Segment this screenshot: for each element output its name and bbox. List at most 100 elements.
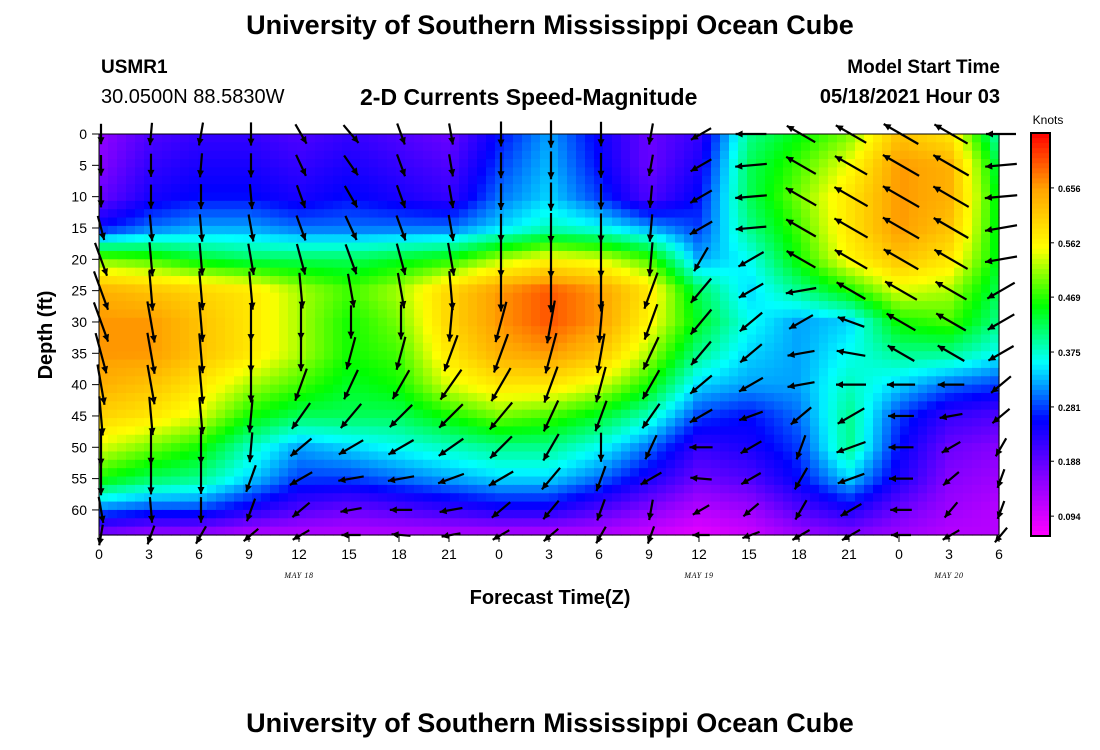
heatmap-cell: [873, 225, 883, 235]
heatmap-cell: [972, 142, 982, 152]
heatmap-cell: [558, 443, 568, 453]
heatmap-cell: [972, 459, 982, 469]
heatmap-cell: [990, 292, 1000, 302]
heatmap-cell: [387, 326, 397, 336]
heatmap-cell: [558, 392, 568, 402]
current-vector: [990, 375, 1012, 394]
heatmap-cell: [270, 376, 280, 386]
heatmap-cell: [801, 159, 811, 169]
heatmap-cell: [315, 142, 325, 152]
current-vector: [888, 412, 914, 420]
heatmap-cell: [261, 334, 271, 344]
heatmap-cell: [747, 217, 757, 227]
heatmap-cell: [846, 342, 856, 352]
heatmap-cell: [99, 217, 109, 227]
heatmap-cell: [351, 309, 361, 319]
heatmap-cell: [423, 451, 433, 461]
heatmap-cell: [702, 459, 712, 469]
heatmap-cell: [936, 200, 946, 210]
heatmap-cell: [801, 217, 811, 227]
heatmap-cell: [990, 367, 1000, 377]
heatmap-cell: [405, 234, 415, 244]
heatmap-cell: [423, 142, 433, 152]
heatmap-cell: [720, 468, 730, 478]
heatmap-cell: [981, 317, 991, 327]
heatmap-cell: [630, 200, 640, 210]
heatmap-cell: [180, 276, 190, 285]
heatmap-cell: [567, 301, 577, 311]
heatmap-cell: [945, 501, 955, 511]
heatmap-cell: [243, 225, 253, 235]
heatmap-cell: [963, 276, 973, 285]
heatmap-cell: [666, 150, 676, 160]
heatmap-cell: [324, 459, 334, 469]
heatmap-cell: [693, 175, 703, 185]
heatmap-cell: [450, 134, 460, 143]
heatmap-cell: [117, 468, 127, 478]
heatmap-cell: [729, 443, 739, 453]
heatmap-cell: [630, 443, 640, 453]
heatmap-cell: [243, 317, 253, 327]
heatmap-cell: [738, 242, 748, 252]
heatmap-cell: [981, 309, 991, 319]
heatmap-cell: [747, 367, 757, 377]
heatmap-cell: [288, 167, 298, 177]
heatmap-cell: [351, 242, 361, 252]
heatmap-cell: [981, 418, 991, 427]
heatmap-cell: [846, 334, 856, 344]
heatmap-cell: [603, 501, 613, 511]
heatmap-cell: [990, 317, 1000, 327]
heatmap-cell: [369, 200, 379, 210]
heatmap-cell: [153, 309, 163, 319]
heatmap-cell: [855, 409, 865, 419]
heatmap-cell: [963, 209, 973, 219]
heatmap-cell: [180, 200, 190, 210]
heatmap-cell: [927, 134, 937, 143]
heatmap-cell: [891, 426, 901, 436]
heatmap-cell: [882, 367, 892, 377]
heatmap-cell: [324, 526, 334, 536]
heatmap-cell: [648, 476, 658, 486]
heatmap-cell: [495, 250, 505, 260]
heatmap-cell: [108, 225, 118, 235]
heatmap-cell: [927, 342, 937, 352]
current-vector: [395, 154, 407, 177]
heatmap-cell: [990, 443, 1000, 453]
heatmap-cell: [711, 309, 721, 319]
heatmap-cell: [783, 509, 793, 519]
heatmap-cell: [954, 493, 964, 503]
heatmap-cell: [648, 159, 658, 169]
heatmap-cell: [963, 401, 973, 411]
heatmap-cell: [900, 284, 910, 294]
heatmap-cell: [495, 401, 505, 411]
heatmap-cell: [882, 234, 892, 244]
heatmap-cell: [162, 301, 172, 311]
heatmap-cell: [945, 359, 955, 369]
heatmap-cell: [117, 276, 127, 285]
heatmap-cell: [216, 259, 226, 269]
heatmap-cell: [693, 434, 703, 444]
heatmap-cell: [234, 134, 244, 143]
heatmap-cell: [765, 351, 775, 361]
heatmap-cell: [531, 309, 541, 319]
heatmap-cell: [783, 443, 793, 453]
heatmap-cell: [657, 409, 667, 419]
current-vector: [395, 184, 407, 209]
heatmap-cell: [981, 476, 991, 486]
heatmap-cell: [423, 518, 433, 528]
heatmap-cell: [729, 426, 739, 436]
heatmap-cell: [864, 468, 874, 478]
heatmap-cell: [810, 326, 820, 336]
heatmap-cell: [792, 200, 802, 210]
heatmap-cell: [351, 384, 361, 394]
heatmap-cell: [666, 359, 676, 369]
heatmap-cell: [612, 242, 622, 252]
heatmap-cell: [855, 292, 865, 302]
heatmap-cell: [774, 217, 784, 227]
heatmap-cell: [288, 242, 298, 252]
heatmap-cell: [252, 150, 262, 160]
heatmap-cell: [576, 468, 586, 478]
heatmap-cell: [333, 376, 343, 386]
heatmap-cell: [954, 292, 964, 302]
heatmap-cell: [162, 384, 172, 394]
